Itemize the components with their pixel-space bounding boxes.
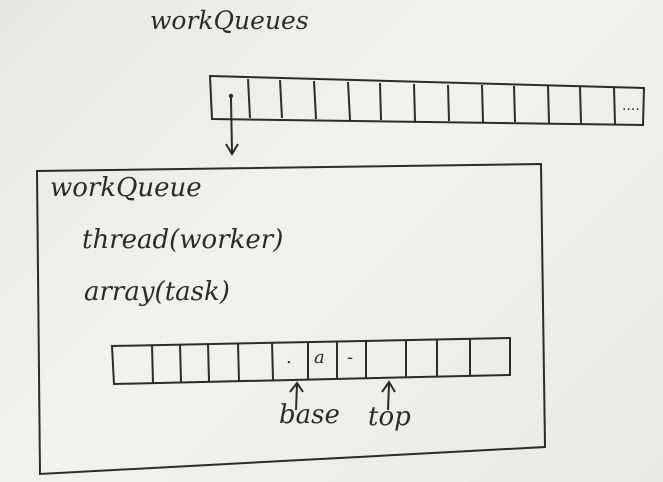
task-cell-divider: [237, 342, 240, 382]
task-cell-divider: [179, 343, 182, 383]
array-cell-divider: [413, 83, 416, 122]
array-cell-divider: [379, 82, 382, 121]
base-label: base: [279, 400, 340, 430]
base-arrow-head: [289, 381, 304, 393]
array-cell-divider: [579, 86, 582, 124]
array-cell-divider: [347, 81, 351, 121]
array-cell-divider: [513, 85, 516, 123]
pointer-arrow-head: [225, 143, 239, 156]
top-arrow-shaft: [387, 383, 390, 411]
array-ellipsis: ....: [622, 98, 640, 114]
array-cell-divider: [547, 85, 550, 124]
array-cell-divider: [247, 78, 251, 119]
pointer-arrow: [225, 97, 239, 156]
array-cell-divider: [313, 80, 317, 120]
base-arrow-shaft: [295, 383, 298, 411]
workqueues-array: [208, 74, 646, 127]
task-cell-divider: [271, 341, 274, 381]
array-cell-divider: [279, 79, 283, 119]
array-cell-divider: [481, 84, 484, 123]
title-text: workQueues: [150, 6, 309, 35]
pointer-arrow-shaft: [230, 97, 233, 153]
base-pointer-arrow: [289, 381, 304, 411]
task-cell-divider: [151, 344, 154, 384]
task-mark: a: [314, 347, 325, 368]
workqueues-array-outline: [208, 74, 646, 127]
detail-line-thread: thread(worker): [82, 225, 283, 255]
title-main: workQueues: [150, 6, 309, 35]
first-cell-dot: [228, 93, 234, 99]
array-cell-divider: [613, 86, 616, 125]
detail-line-array: array(task): [84, 277, 230, 307]
task-array: [110, 336, 511, 386]
top-label: top: [368, 402, 411, 432]
top-pointer-arrow: [381, 380, 396, 411]
task-array-outline: [110, 336, 511, 386]
task-mark: .: [286, 347, 292, 368]
top-arrow-head: [381, 380, 396, 393]
array-cell-divider: [447, 84, 450, 122]
detail-box-title: workQueue: [50, 173, 202, 203]
workqueue-detail-box: [35, 162, 547, 476]
task-mark: -: [347, 347, 353, 368]
task-cell-divider: [207, 343, 210, 382]
